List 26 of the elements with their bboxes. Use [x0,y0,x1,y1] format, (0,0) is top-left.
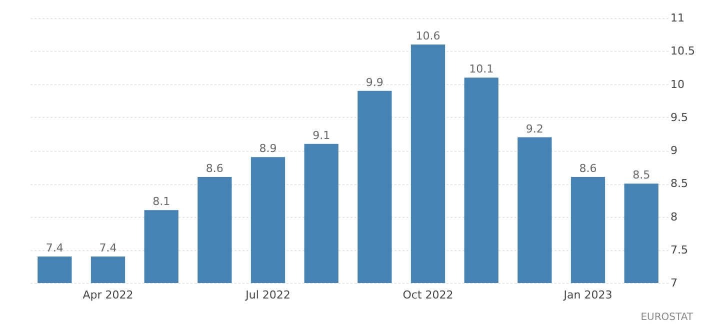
data-label: 9.2 [526,122,544,136]
y-tick-label: 10 [670,78,684,91]
data-label: 8.9 [259,142,277,156]
data-label: 8.6 [206,162,224,175]
data-label: 10.6 [416,30,440,42]
y-tick-label: 7.5 [670,243,688,256]
x-tick-label: Apr 2022 [82,288,134,302]
data-label: 10.1 [469,62,494,76]
y-tick-label: 8 [670,210,678,224]
text: EUROSTAT [640,312,693,323]
data-label: 9.9 [366,76,384,89]
data-label: 8.1 [152,195,170,208]
x-tick-label: Jan 2023 [562,288,612,302]
x-tick-label: Jul 2022 [244,288,290,302]
y-tick-label: 8.5 [670,177,688,190]
data-label: 7.4 [99,242,117,254]
data-label: 8.6 [579,162,597,175]
y-tick-label: 11 [670,12,684,24]
y-tick-label: 9.5 [670,110,688,124]
data-label: 8.5 [632,168,650,182]
y-tick-label: 7 [670,276,678,290]
data-label: 7.4 [46,242,64,254]
x-tick-label: Oct 2022 [402,288,454,302]
y-tick-label: 9 [670,144,678,157]
y-tick-label: 10.5 [670,44,695,58]
data-label: 9.1 [312,128,330,142]
